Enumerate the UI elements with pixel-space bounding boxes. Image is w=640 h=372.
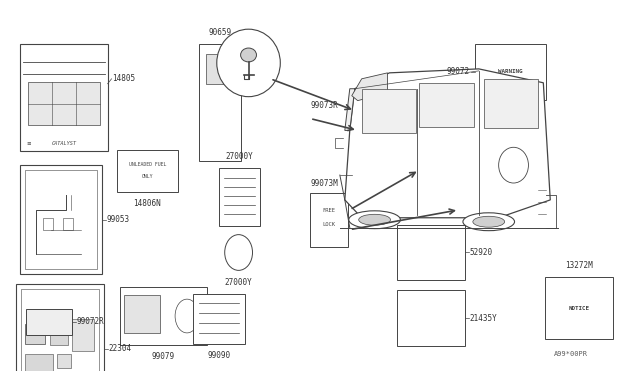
Bar (20, 165, 102, 274)
Bar (20, 44, 108, 151)
Text: UNLEADED FUEL: UNLEADED FUEL (129, 162, 166, 167)
Bar (545, 277, 612, 339)
Text: 21435Y: 21435Y (470, 314, 498, 323)
Polygon shape (345, 89, 355, 131)
Text: 13272M: 13272M (565, 261, 593, 270)
Ellipse shape (349, 211, 401, 229)
Text: WARNING: WARNING (499, 69, 523, 74)
Text: 27000Y: 27000Y (225, 278, 253, 287)
Bar (28, 82, 100, 125)
Bar (72, 319, 93, 351)
Text: LOCK: LOCK (323, 222, 335, 227)
Bar (25, 170, 97, 269)
Bar (21, 289, 99, 372)
Ellipse shape (175, 299, 199, 333)
Ellipse shape (241, 48, 257, 62)
Polygon shape (352, 73, 387, 101)
Bar (57, 354, 71, 368)
Bar (16, 284, 104, 372)
Text: 99053: 99053 (107, 215, 130, 224)
Bar (419, 83, 474, 128)
Text: 99072R: 99072R (77, 317, 104, 327)
Text: 52920: 52920 (470, 248, 493, 257)
Bar (206, 54, 234, 84)
Text: 14806N: 14806N (133, 199, 161, 208)
Polygon shape (345, 69, 550, 218)
Text: 99072: 99072 (447, 67, 470, 76)
Ellipse shape (499, 147, 529, 183)
Bar (475, 44, 547, 100)
Bar (43, 218, 53, 230)
Text: ≡: ≡ (26, 141, 31, 146)
Text: CATALYST: CATALYST (51, 141, 76, 146)
Bar (397, 225, 465, 280)
Bar (25, 354, 53, 372)
Text: NOTICE: NOTICE (568, 305, 589, 311)
Ellipse shape (463, 213, 515, 231)
Text: 90659: 90659 (208, 28, 231, 37)
Text: ONLY: ONLY (141, 174, 153, 179)
Text: 99090: 99090 (207, 351, 230, 360)
Ellipse shape (225, 235, 253, 270)
Bar (124, 295, 160, 333)
Bar (50, 329, 68, 345)
Bar (25, 324, 45, 344)
Text: 22304: 22304 (109, 344, 132, 353)
Text: A99*00PR: A99*00PR (554, 351, 588, 357)
Ellipse shape (358, 214, 390, 225)
Bar (116, 150, 178, 192)
Text: 99073R: 99073R (310, 101, 338, 110)
Ellipse shape (473, 216, 504, 227)
Bar (199, 44, 241, 161)
Text: 14805: 14805 (113, 74, 136, 83)
Text: 27000Y: 27000Y (226, 152, 253, 161)
Bar (193, 294, 244, 344)
Bar (397, 290, 465, 346)
Bar (63, 218, 73, 230)
Text: FREE: FREE (323, 208, 335, 213)
Bar (310, 193, 348, 247)
Text: 99079: 99079 (152, 352, 175, 361)
Bar (219, 168, 260, 226)
Text: 99073M: 99073M (310, 179, 338, 187)
Bar (26, 309, 72, 335)
Ellipse shape (217, 29, 280, 97)
Bar (484, 79, 538, 128)
Bar (362, 89, 416, 134)
Bar (120, 287, 207, 345)
